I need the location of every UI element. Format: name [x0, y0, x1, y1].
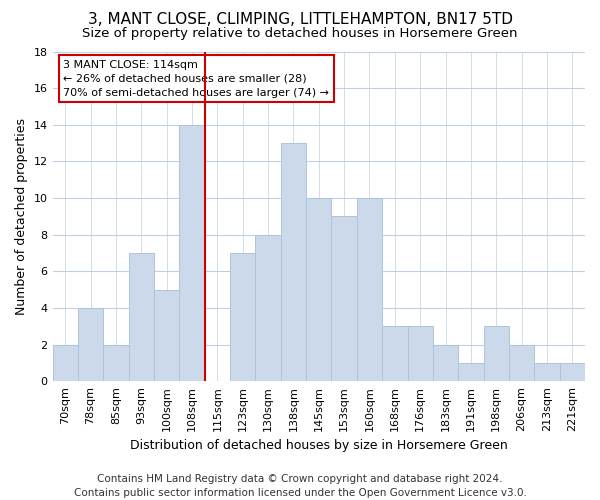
Text: 3 MANT CLOSE: 114sqm
← 26% of detached houses are smaller (28)
70% of semi-detac: 3 MANT CLOSE: 114sqm ← 26% of detached h… — [63, 60, 329, 98]
Bar — [53, 344, 78, 382]
Bar — [78, 308, 103, 382]
Bar — [534, 363, 560, 382]
Bar — [230, 253, 256, 382]
Bar — [407, 326, 433, 382]
Bar — [154, 290, 179, 382]
Bar — [103, 344, 128, 382]
Bar — [128, 253, 154, 382]
Bar — [179, 125, 205, 382]
Bar — [509, 344, 534, 382]
Bar — [281, 143, 306, 382]
Bar — [458, 363, 484, 382]
Bar — [433, 344, 458, 382]
Bar — [382, 326, 407, 382]
Text: Size of property relative to detached houses in Horsemere Green: Size of property relative to detached ho… — [82, 28, 518, 40]
Text: 3, MANT CLOSE, CLIMPING, LITTLEHAMPTON, BN17 5TD: 3, MANT CLOSE, CLIMPING, LITTLEHAMPTON, … — [88, 12, 512, 28]
X-axis label: Distribution of detached houses by size in Horsemere Green: Distribution of detached houses by size … — [130, 440, 508, 452]
Bar — [484, 326, 509, 382]
Y-axis label: Number of detached properties: Number of detached properties — [15, 118, 28, 315]
Bar — [306, 198, 331, 382]
Text: Contains HM Land Registry data © Crown copyright and database right 2024.
Contai: Contains HM Land Registry data © Crown c… — [74, 474, 526, 498]
Bar — [331, 216, 357, 382]
Bar — [357, 198, 382, 382]
Bar — [256, 234, 281, 382]
Bar — [560, 363, 585, 382]
